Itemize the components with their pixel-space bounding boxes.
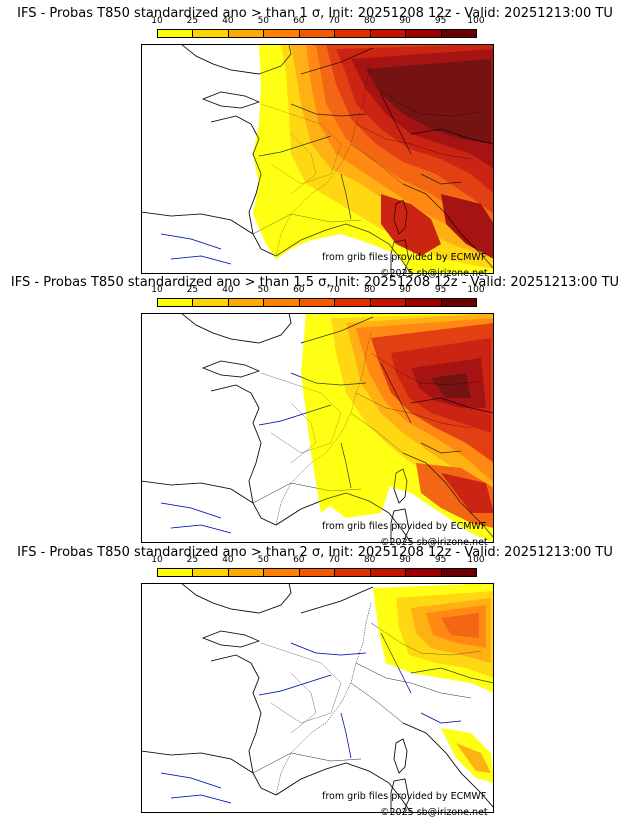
source-credit: from grib files provided by ECMWF [322,521,487,532]
legend-swatch [157,568,194,577]
legend-tick-labels: 10 25 40 50 60 70 80 90 95 100 [151,285,484,297]
legend-swatch [192,568,229,577]
map-panel-3: IFS - Probas T850 standardized ano > tha… [0,545,630,818]
legend-swatch [440,568,477,577]
legend-tick: 50 [257,555,270,565]
legend-tick: 80 [363,16,376,26]
panel-title: IFS - Probas T850 standardized ano > tha… [17,6,613,21]
legend-swatch [192,29,229,38]
legend-tick: 70 [328,285,340,295]
legend-tick: 25 [186,285,199,295]
panel-title: IFS - Probas T850 standardized ano > tha… [10,275,620,290]
probability-map [141,313,494,543]
legend-swatch [263,29,300,38]
source-credit: from grib files provided by ECMWF [322,791,487,802]
legend-swatch [440,29,477,38]
legend-tick: 95 [434,285,447,295]
legend-tick: 90 [399,285,411,295]
legend-swatch [334,298,371,307]
legend-tick: 100 [467,555,485,565]
color-legend [157,29,477,38]
legend-tick: 70 [328,555,340,565]
legend-tick: 90 [399,555,411,565]
probability-map [141,44,494,274]
legend-swatch [369,568,407,577]
legend-swatch [405,568,442,577]
source-credit: from grib files provided by ECMWF [322,252,487,263]
legend-tick: 40 [222,16,234,26]
legend-tick: 95 [434,555,447,565]
legend-tick: 95 [434,16,447,26]
legend-tick-labels: 10 25 40 50 60 70 80 90 95 100 [151,16,484,28]
legend-tick: 90 [399,16,411,26]
legend-swatch [334,29,371,38]
legend-swatch [369,29,407,38]
copyright-credit: ©2025 sb@irizone.net [380,537,488,548]
legend-tick: 100 [467,16,485,26]
legend-swatch [227,568,265,577]
legend-swatch [298,29,336,38]
legend-swatch [227,29,265,38]
legend-tick: 10 [151,16,163,26]
legend-swatch [227,298,265,307]
legend-tick: 10 [151,285,163,295]
legend-swatch [298,568,336,577]
legend-swatch [157,29,194,38]
legend-swatch [157,298,194,307]
probability-map [141,583,494,813]
legend-swatch [405,29,442,38]
legend-tick: 50 [257,16,270,26]
legend-swatch [263,568,300,577]
legend-swatch [298,298,336,307]
legend-tick-labels: 10 25 40 50 60 70 80 90 95 100 [151,555,484,567]
legend-swatch [369,298,407,307]
color-legend [157,298,477,307]
legend-swatch [192,298,229,307]
legend-swatch [263,298,300,307]
legend-tick: 100 [467,285,485,295]
legend-tick: 70 [328,16,340,26]
map-panel-2: IFS - Probas T850 standardized ano > tha… [0,275,630,548]
legend-tick: 80 [363,555,376,565]
legend-tick: 60 [293,16,305,26]
legend-tick: 40 [222,285,234,295]
legend-swatch [405,298,442,307]
legend-tick: 40 [222,555,234,565]
legend-tick: 80 [363,285,376,295]
copyright-credit: ©2025 sb@irizone.net [380,807,488,818]
legend-tick: 25 [186,555,199,565]
color-legend [157,568,477,577]
legend-swatch [334,568,371,577]
legend-tick: 60 [293,555,305,565]
legend-tick: 25 [186,16,199,26]
legend-tick: 50 [257,285,270,295]
map-panel-1: IFS - Probas T850 standardized ano > tha… [0,6,630,279]
panel-title: IFS - Probas T850 standardized ano > tha… [17,545,613,560]
legend-tick: 10 [151,555,163,565]
legend-tick: 60 [293,285,305,295]
copyright-credit: ©2025 sb@irizone.net [380,268,488,279]
legend-swatch [440,298,477,307]
